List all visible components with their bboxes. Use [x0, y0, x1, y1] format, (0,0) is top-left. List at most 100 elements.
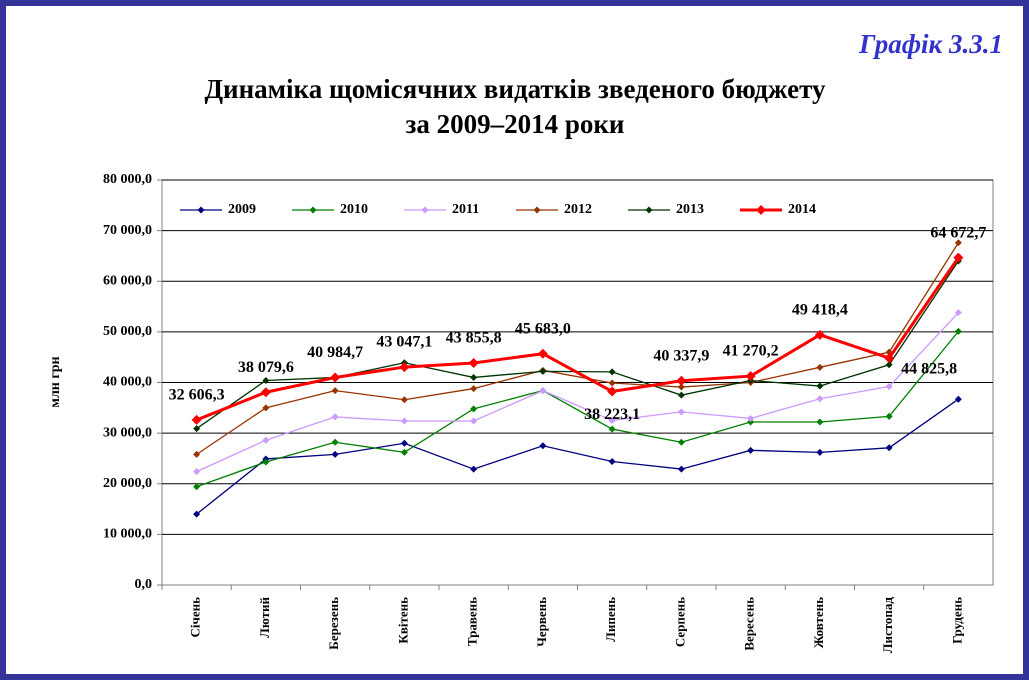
legend-marker: [533, 206, 541, 214]
marker: [193, 425, 201, 433]
series-line: [196, 242, 959, 455]
y-tick-label: 70 000,0: [103, 223, 152, 238]
x-tick-label: Червень: [534, 597, 549, 647]
marker: [608, 368, 616, 376]
marker: [470, 417, 478, 425]
marker: [191, 414, 202, 425]
data-label: 64 672,7: [930, 224, 986, 241]
marker: [539, 367, 547, 375]
chart-title: Динаміка щомісячних видатків зведеного б…: [204, 74, 826, 104]
data-label: 38 079,6: [238, 359, 294, 376]
marker: [539, 442, 547, 450]
marker: [400, 396, 408, 404]
y-tick-label: 80 000,0: [103, 172, 152, 187]
x-tick-label: Квітень: [395, 597, 410, 644]
marker: [747, 418, 755, 426]
y-tick-label: 40 000,0: [103, 375, 152, 390]
marker: [954, 239, 962, 247]
marker: [885, 444, 893, 452]
marker: [816, 382, 824, 390]
marker: [330, 372, 341, 383]
marker: [677, 391, 685, 399]
marker: [884, 353, 895, 364]
marker: [677, 465, 685, 473]
legend-marker: [309, 206, 317, 214]
marker: [747, 414, 755, 422]
data-label: 49 418,4: [792, 301, 848, 318]
marker: [262, 376, 270, 384]
marker: [331, 438, 339, 446]
legend-label: 2013: [676, 202, 704, 217]
marker: [193, 468, 201, 476]
series-line: [196, 398, 959, 515]
marker: [262, 436, 270, 444]
legend-label: 2012: [564, 202, 592, 217]
marker: [954, 395, 962, 403]
data-label: 40 984,7: [307, 344, 363, 361]
marker: [885, 383, 893, 391]
legend-marker: [197, 206, 205, 214]
data-label: 32 606,3: [169, 387, 225, 404]
marker: [816, 418, 824, 426]
marker: [953, 252, 964, 263]
data-label: 45 683,0: [515, 320, 571, 337]
legend-label: 2010: [340, 202, 368, 217]
x-tick-label: Грудень: [949, 597, 964, 644]
legend-marker: [645, 206, 653, 214]
marker: [677, 438, 685, 446]
marker: [539, 387, 547, 395]
marker: [468, 357, 479, 368]
marker: [816, 448, 824, 456]
legend-label: 2014: [788, 202, 816, 217]
y-tick-label: 50 000,0: [103, 324, 152, 339]
marker: [400, 439, 408, 447]
data-label: 40 337,9: [653, 347, 709, 364]
chart-title: за 2009–2014 роки: [406, 109, 625, 139]
marker: [331, 413, 339, 421]
marker: [676, 375, 687, 386]
x-tick-label: Листопад: [880, 597, 895, 654]
y-axis-label: млн грн: [48, 356, 63, 407]
marker: [677, 408, 685, 416]
x-tick-label: Березень: [326, 597, 341, 650]
data-label: 38 223,1: [584, 406, 640, 423]
marker: [814, 329, 825, 340]
legend-marker: [421, 206, 429, 214]
marker: [193, 450, 201, 458]
marker: [608, 457, 616, 465]
data-label: 44 825,8: [901, 361, 957, 378]
series-line: [196, 330, 959, 488]
x-tick-label: Липень: [603, 597, 618, 642]
x-tick-label: Лютий: [257, 597, 272, 638]
legend-label: 2011: [452, 202, 479, 217]
marker: [747, 446, 755, 454]
data-label: 41 270,2: [723, 343, 779, 360]
marker: [400, 448, 408, 456]
marker: [400, 417, 408, 425]
marker: [954, 327, 962, 335]
marker: [745, 371, 756, 382]
y-tick-label: 60 000,0: [103, 273, 152, 288]
marker: [262, 404, 270, 412]
marker: [608, 416, 616, 424]
x-tick-label: Вересень: [742, 597, 757, 651]
series-line: [196, 256, 960, 422]
y-tick-label: 10 000,0: [103, 527, 152, 542]
marker: [470, 405, 478, 413]
marker: [470, 465, 478, 473]
marker: [816, 363, 824, 371]
marker: [399, 362, 410, 373]
marker: [470, 385, 478, 393]
marker: [331, 450, 339, 458]
marker: [193, 510, 201, 518]
x-tick-label: Травень: [465, 597, 480, 646]
y-tick-label: 30 000,0: [103, 425, 152, 440]
marker: [816, 395, 824, 403]
data-label: 43 047,1: [376, 334, 432, 351]
y-tick-label: 20 000,0: [103, 476, 152, 491]
chart-label: Графік 3.3.1: [858, 29, 1003, 59]
data-label: 43 855,8: [446, 330, 502, 347]
marker: [331, 387, 339, 395]
